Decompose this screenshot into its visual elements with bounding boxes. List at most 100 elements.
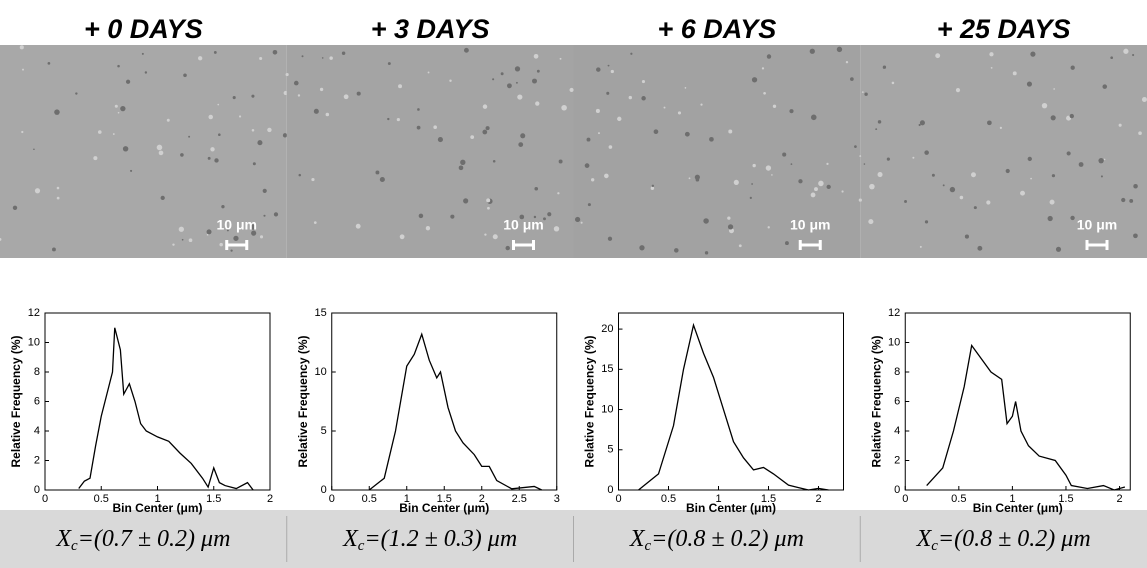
particle [120,105,126,112]
particle [93,156,98,161]
particle [387,62,391,66]
caption-symbol: X [629,526,646,552]
particle [653,129,659,135]
particle [1102,84,1108,89]
particle [311,177,315,182]
panel-title: + 25 DAYS [937,14,1071,44]
particle [861,91,864,93]
particle [877,120,882,124]
particle [607,64,610,67]
particle [33,148,35,151]
particle [297,94,301,97]
particle [257,140,263,146]
particle [1103,158,1106,161]
particle [727,216,731,220]
particle [738,244,742,248]
panel-title: + 6 DAYS [657,14,776,44]
x-tick-label: 0.5 [951,493,966,505]
particle [416,125,421,130]
particle [463,47,469,53]
particle [125,79,131,84]
particle [841,190,844,193]
particle [533,215,537,219]
particle [1030,51,1036,57]
particle [859,155,862,157]
particle [704,251,709,255]
particle [604,173,609,179]
particle [587,203,591,207]
particle [487,206,490,210]
caption-text: =(0.8 ± 0.2) μm [938,526,1091,552]
particle [694,174,700,180]
particle [977,245,983,251]
particle [608,145,613,149]
particle [628,95,632,100]
particle [1133,233,1138,239]
y-tick-label: 20 [601,323,613,335]
particle [396,117,400,122]
particle [547,212,552,217]
caption-subscript: c [358,538,365,554]
y-tick-label: 4 [34,425,40,437]
particle [1121,197,1126,203]
particle [869,183,875,190]
x-tick-label: 2 [815,493,821,505]
particle [210,147,215,152]
particle [214,158,219,163]
particle [1070,65,1075,70]
x-tick-label: 2 [1116,493,1122,505]
particle [533,53,539,59]
particle [1026,81,1032,87]
particle [449,79,452,82]
caption: Xc=(1.2 ± 0.3) μm [342,526,517,555]
particle [219,242,223,247]
plot-frame [904,312,1131,491]
particle [1020,190,1025,196]
particle [238,115,242,118]
particle [709,136,714,142]
particle [458,165,464,171]
particle [1049,199,1055,205]
particle [492,78,495,81]
particle [1123,48,1129,54]
particle [221,204,225,209]
particle [684,87,687,89]
data-line [926,343,1126,491]
particle [172,243,175,246]
particle [919,120,925,126]
particle [117,64,120,68]
particle [427,71,430,74]
particle [283,90,288,96]
particle [1012,71,1017,76]
y-tick-label: 0 [607,484,613,496]
particle [935,53,941,59]
particle [886,157,891,161]
particle [34,188,41,194]
particle [1141,96,1147,103]
particle [767,226,770,229]
particle [418,213,424,219]
scale-bar-label: 10 μm [790,217,830,233]
scale-bar [1085,240,1109,250]
particle [486,198,491,203]
particle [752,163,756,168]
y-tick-label: 2 [34,454,40,466]
particle [580,221,583,224]
particle [282,133,288,138]
particle [485,126,490,131]
x-tick-label: 0 [42,493,48,505]
particle [784,241,789,246]
particle [751,183,753,185]
particle [313,221,317,224]
particle [514,66,521,72]
y-tick-label: 10 [601,403,613,415]
particle [761,67,765,70]
scale-bar [512,240,535,250]
particle [56,186,60,190]
x-tick-label: 1 [154,493,160,505]
particle [437,137,443,143]
particle [868,219,874,225]
particle [56,196,60,200]
x-tick-label: 2.5 [512,493,527,505]
